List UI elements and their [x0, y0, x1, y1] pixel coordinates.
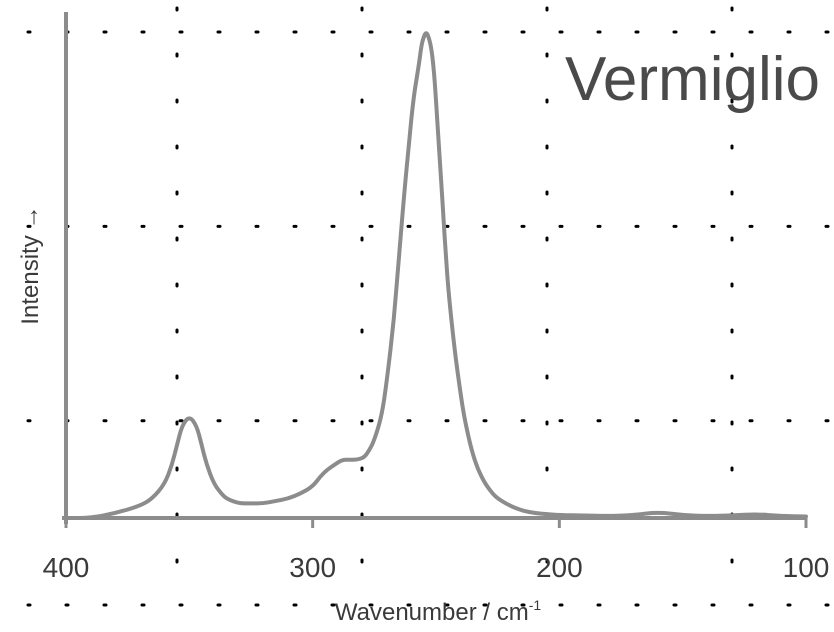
chart-title: Vermiglio [565, 45, 820, 114]
x-axis-title: Wavenumber / cm-1 [335, 597, 541, 626]
svg-text:Intensity→: Intensity → [17, 205, 44, 324]
x-tick-labels: 400 300 200 100 [43, 552, 830, 583]
y-axis-title: Intensity → [17, 205, 44, 324]
y-axis-title-text: Intensity [17, 235, 44, 324]
x-tick-label: 300 [289, 552, 336, 583]
axis-layer [62, 12, 808, 528]
spectrum-series-line [64, 31, 808, 520]
x-tick-label: 100 [783, 552, 830, 583]
series-line-layer [64, 31, 808, 520]
x-axis-title-superscript: -1 [529, 597, 542, 613]
x-tick-label: 400 [43, 552, 90, 583]
y-axis-title-arrow: → [17, 205, 44, 229]
x-axis-title-text: Wavenumber / cm [335, 599, 529, 626]
x-tick-label: 200 [536, 552, 583, 583]
